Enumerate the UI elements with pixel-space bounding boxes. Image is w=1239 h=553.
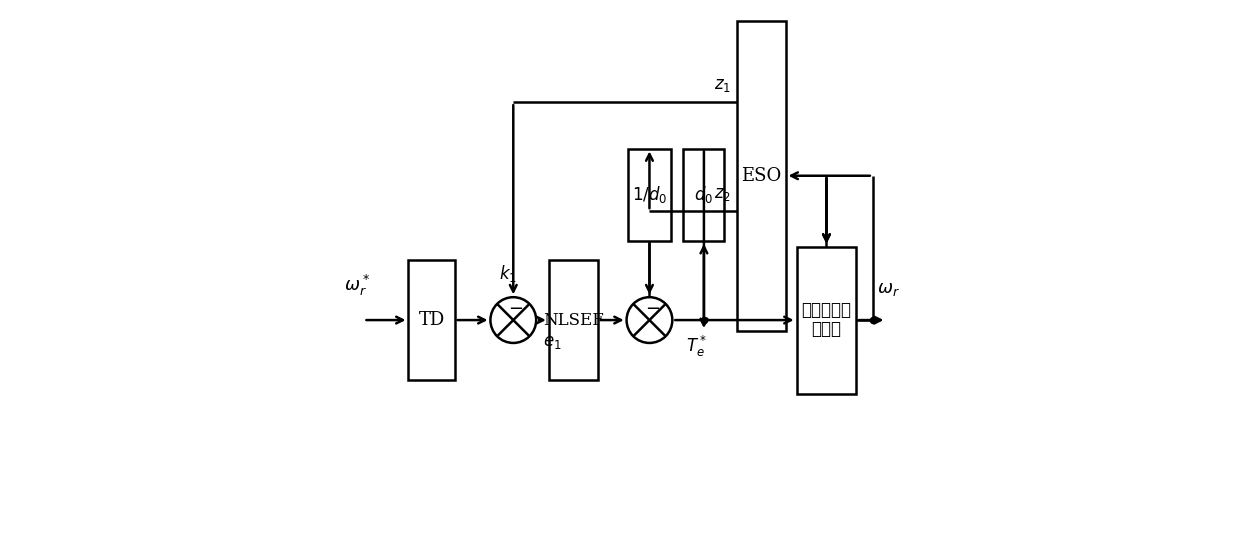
Text: TD: TD bbox=[419, 311, 445, 329]
FancyBboxPatch shape bbox=[549, 260, 597, 380]
Text: $z_1$: $z_1$ bbox=[714, 77, 731, 94]
Text: $1/d_0$: $1/d_0$ bbox=[632, 184, 667, 205]
Text: ESO: ESO bbox=[741, 167, 782, 185]
FancyBboxPatch shape bbox=[797, 247, 856, 394]
Text: $-$: $-$ bbox=[508, 299, 524, 316]
Text: $k_1$: $k_1$ bbox=[499, 263, 517, 284]
FancyBboxPatch shape bbox=[737, 20, 786, 331]
Circle shape bbox=[491, 297, 536, 343]
Text: $T_e^*$: $T_e^*$ bbox=[686, 333, 707, 359]
Text: 被控对象系
统模型: 被控对象系 统模型 bbox=[802, 302, 851, 338]
FancyBboxPatch shape bbox=[628, 149, 672, 241]
Text: $-$: $-$ bbox=[644, 299, 659, 316]
Text: $\omega_r$: $\omega_r$ bbox=[876, 280, 900, 298]
FancyBboxPatch shape bbox=[409, 260, 455, 380]
Circle shape bbox=[627, 297, 673, 343]
Text: NLSEF: NLSEF bbox=[543, 311, 603, 328]
Text: $d_0$: $d_0$ bbox=[694, 184, 714, 205]
Text: $e_1$: $e_1$ bbox=[543, 333, 561, 351]
Text: $\omega_r^*$: $\omega_r^*$ bbox=[344, 273, 370, 298]
Text: $z_2$: $z_2$ bbox=[714, 186, 731, 203]
FancyBboxPatch shape bbox=[684, 149, 725, 241]
